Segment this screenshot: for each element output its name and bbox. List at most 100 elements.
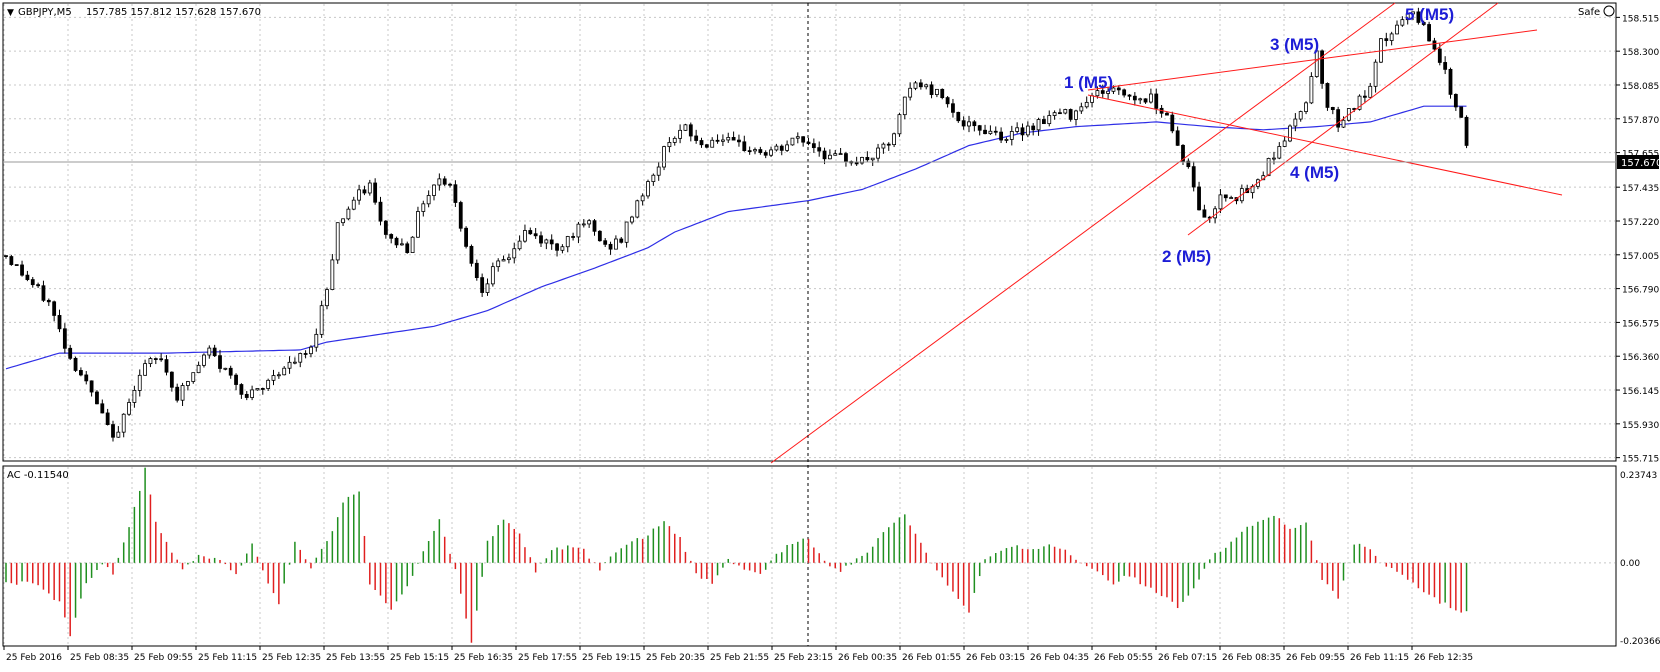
candle-body bbox=[1427, 24, 1431, 42]
candle-body bbox=[833, 153, 838, 156]
smiley-icon[interactable] bbox=[1603, 5, 1615, 17]
candle-body bbox=[1432, 40, 1437, 50]
trendline-channel-lower[interactable] bbox=[770, 2, 1396, 464]
candle-body bbox=[148, 358, 153, 365]
candle-body bbox=[1309, 76, 1314, 104]
candle-body bbox=[442, 178, 447, 185]
candle-body bbox=[330, 259, 335, 290]
ac-panel[interactable] bbox=[2, 465, 1617, 647]
candle-body bbox=[742, 141, 747, 152]
price-tick-label: 156.360 bbox=[1622, 353, 1659, 363]
candle-body bbox=[977, 125, 982, 131]
candle-body bbox=[1437, 48, 1442, 63]
candle-body bbox=[945, 97, 950, 105]
candle-body bbox=[1320, 50, 1324, 84]
candle-body bbox=[769, 149, 773, 156]
candle-body bbox=[501, 259, 506, 262]
candle-body bbox=[614, 238, 618, 250]
candle-body bbox=[726, 137, 731, 141]
candle-body bbox=[325, 289, 329, 307]
price-tick-label: 157.435 bbox=[1622, 184, 1659, 194]
time-tick-label: 26 Feb 04:35 bbox=[1030, 653, 1089, 663]
candle-body bbox=[1052, 112, 1057, 116]
candle-body bbox=[1111, 87, 1116, 92]
time-tick-label: 25 Feb 17:55 bbox=[518, 653, 577, 663]
price-tick-label: 156.575 bbox=[1622, 319, 1659, 329]
candle-body bbox=[1009, 131, 1014, 140]
candle-body bbox=[127, 402, 131, 415]
candle-body bbox=[41, 285, 46, 301]
candle-body bbox=[351, 199, 356, 210]
candle-body bbox=[453, 184, 458, 203]
candle-body bbox=[737, 139, 741, 143]
candle-body bbox=[1095, 90, 1100, 97]
candle-body bbox=[897, 114, 902, 135]
candle-body bbox=[1218, 194, 1223, 210]
candle-body bbox=[30, 279, 35, 286]
candle-body bbox=[1186, 160, 1191, 168]
candle-body bbox=[624, 221, 629, 243]
candle-body bbox=[1416, 11, 1421, 23]
candle-body bbox=[191, 372, 196, 382]
candle-body bbox=[1084, 101, 1089, 108]
candle-body bbox=[801, 136, 806, 143]
candle-body bbox=[1421, 22, 1426, 25]
time-tick-label: 25 Feb 09:55 bbox=[134, 653, 193, 663]
candle-body bbox=[341, 218, 345, 224]
candle-body bbox=[266, 379, 271, 389]
candle-body bbox=[153, 358, 158, 360]
svg-text:157.670: 157.670 bbox=[1621, 158, 1660, 169]
candle-body bbox=[988, 130, 993, 135]
candle-body bbox=[255, 388, 260, 391]
candle-body bbox=[1459, 106, 1464, 118]
candle-body bbox=[89, 380, 94, 393]
price-tick-label: 155.715 bbox=[1622, 455, 1659, 465]
trendline-wave1-to-5[interactable] bbox=[1087, 29, 1538, 91]
candle-body bbox=[1138, 98, 1143, 101]
candle-body bbox=[967, 121, 971, 127]
candle-body bbox=[1464, 116, 1469, 146]
candle-body bbox=[1025, 125, 1030, 136]
candle-body bbox=[533, 233, 538, 237]
candle-body bbox=[1165, 112, 1169, 116]
candle-body bbox=[747, 150, 752, 153]
candle-body bbox=[490, 266, 495, 285]
time-tick-label: 25 Feb 13:55 bbox=[326, 653, 385, 663]
candle-body bbox=[46, 299, 51, 303]
candle-body bbox=[68, 347, 73, 359]
candle-body bbox=[1272, 157, 1276, 160]
candle-body bbox=[972, 121, 977, 127]
candle-body bbox=[924, 84, 929, 88]
candle-body bbox=[870, 157, 875, 161]
price-panel[interactable] bbox=[2, 2, 1617, 462]
candle-body bbox=[506, 257, 511, 260]
candle-body bbox=[1453, 93, 1458, 108]
candle-body bbox=[710, 139, 715, 148]
candle-body bbox=[223, 367, 228, 370]
candle-body bbox=[20, 264, 24, 276]
candle-body bbox=[62, 328, 67, 349]
time-tick-label: 25 Feb 16:35 bbox=[454, 653, 513, 663]
candle-body bbox=[795, 136, 800, 139]
candle-body bbox=[940, 88, 945, 99]
candle-body bbox=[908, 87, 913, 98]
candle-body bbox=[9, 256, 14, 265]
safe-label[interactable]: Safe bbox=[1578, 7, 1600, 18]
candle-body bbox=[929, 84, 934, 95]
candle-body bbox=[1373, 61, 1378, 87]
candle-body bbox=[196, 364, 201, 374]
candle-body bbox=[1116, 87, 1121, 91]
candle-body bbox=[416, 211, 420, 238]
candle-body bbox=[426, 195, 431, 205]
candle-body bbox=[608, 243, 613, 250]
trendline-wave1-to-4[interactable] bbox=[1087, 94, 1563, 196]
candle-body bbox=[448, 183, 452, 186]
candle-body bbox=[239, 384, 244, 395]
ac-axis: 0.23743 0.00 -0.20366 bbox=[1620, 471, 1660, 647]
candle-body bbox=[1363, 95, 1367, 98]
candle-body bbox=[287, 361, 292, 369]
candle-body bbox=[1282, 140, 1287, 147]
candle-body bbox=[383, 220, 388, 235]
